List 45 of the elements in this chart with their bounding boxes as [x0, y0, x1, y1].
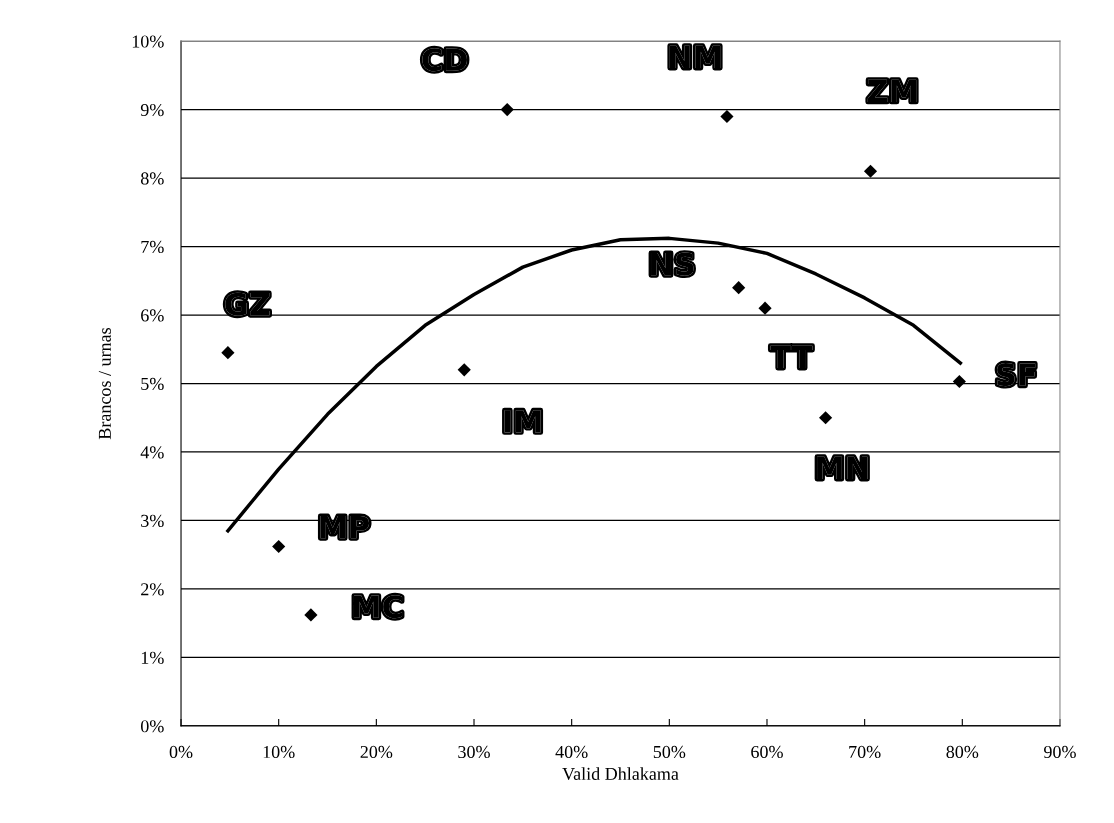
point	[457, 363, 471, 377]
annotation: MN	[817, 456, 868, 479]
y-tick-label: 0%	[140, 720, 164, 733]
point	[952, 374, 966, 389]
y-tick-label: 3%	[141, 514, 164, 527]
annotation: IM	[504, 410, 541, 433]
annotation: GZ	[225, 292, 270, 316]
y-tick-label: 4%	[140, 446, 164, 459]
annotation: MC	[353, 595, 403, 619]
point	[720, 109, 734, 124]
point	[732, 281, 746, 295]
point	[221, 346, 235, 360]
y-tick-label: 9%	[140, 103, 164, 117]
x-tick-label: 30%	[458, 745, 490, 759]
point	[863, 164, 878, 178]
y-tick-label: 10%	[132, 35, 164, 48]
y-tick-label: 1%	[141, 651, 164, 664]
point	[819, 411, 833, 425]
point	[272, 539, 286, 554]
x-tick-label: 60%	[751, 745, 783, 759]
x-axis-title: Valid Dhlakama	[562, 767, 679, 781]
annotation: SF	[997, 363, 1036, 387]
y-axis-title: Brancos / urnas	[98, 328, 111, 440]
y-tick-label: 8%	[140, 172, 164, 185]
point	[758, 301, 772, 315]
x-tick-label: 0%	[169, 745, 193, 759]
x-tick-label: 70%	[849, 745, 881, 759]
y-tick-label: 7%	[141, 240, 164, 254]
y-tick-label: 2%	[141, 583, 164, 596]
point	[304, 608, 318, 622]
x-tick-label: 80%	[946, 745, 979, 759]
point	[500, 103, 514, 117]
x-tick-label: 10%	[263, 745, 295, 759]
annotation: NM	[669, 45, 721, 68]
x-tick-label: 40%	[555, 745, 588, 759]
annotation: CD	[422, 48, 468, 72]
annotation: MP	[320, 515, 370, 539]
x-tick-label: 50%	[653, 745, 686, 759]
annotation: NS	[651, 252, 694, 276]
y-tick-label: 6%	[141, 309, 164, 322]
annotation: ZM	[867, 79, 917, 102]
x-tick-label: 90%	[1044, 745, 1076, 759]
y-tick-label: 5%	[141, 377, 164, 391]
annotation: TT	[770, 345, 813, 369]
x-tick-label: 20%	[360, 745, 393, 759]
